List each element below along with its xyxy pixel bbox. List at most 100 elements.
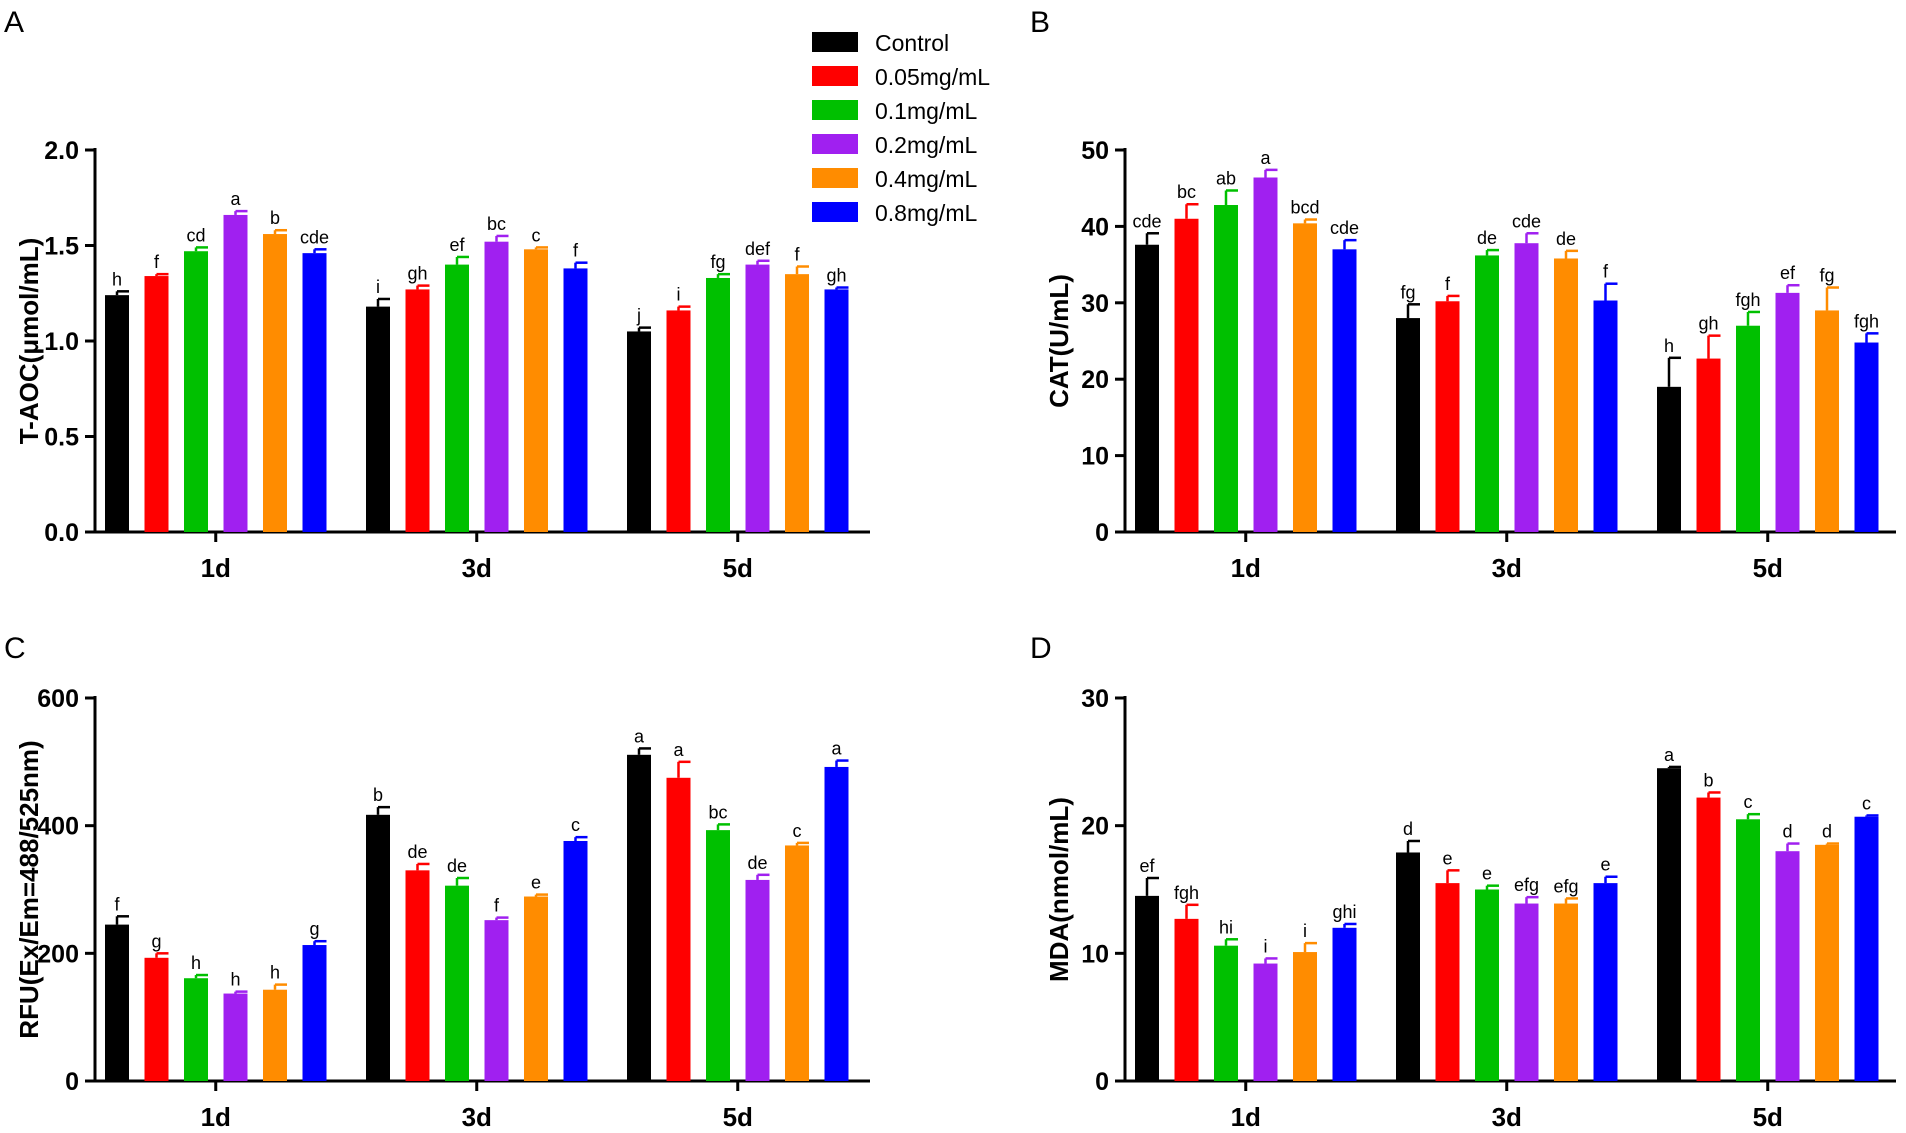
y-tick-label: 10 [1081, 443, 1109, 471]
significance-letter: a [831, 739, 842, 759]
bar-3d-0-8mg-ml [1593, 300, 1618, 532]
bar-5d-0-1mg-ml [1736, 325, 1760, 532]
bar-3d-0-05mg-ml [405, 289, 430, 532]
significance-letter: i [376, 277, 380, 297]
significance-letter: ef [449, 235, 465, 255]
bar-5d-0-1mg-ml [706, 277, 730, 532]
x-tick-label-5d: 5d [723, 1102, 753, 1132]
significance-letter: h [191, 953, 201, 973]
significance-letter: de [747, 853, 767, 873]
bar-1d-0-1mg-ml [1214, 945, 1238, 1081]
bar-5d-0-05mg-ml [1696, 797, 1721, 1081]
x-tick-label-3d: 3d [1492, 553, 1522, 583]
significance-letter: i [1264, 936, 1268, 956]
significance-letter: i [677, 285, 681, 305]
bar-5d-control [627, 754, 651, 1081]
y-tick-label: 0.5 [44, 424, 79, 452]
bar-3d-0-4mg-ml [524, 896, 548, 1081]
significance-letter: efg [1514, 875, 1539, 895]
significance-letter: cd [186, 225, 205, 245]
bar-1d-0-1mg-ml [1214, 205, 1238, 532]
bar-5d-0-2mg-ml [745, 879, 770, 1081]
bar-1d-0-8mg-ml [1332, 927, 1357, 1081]
significance-letter: d [1782, 822, 1792, 842]
significance-letter: c [1744, 792, 1753, 812]
significance-letter: efg [1553, 876, 1578, 896]
significance-letter: ef [1780, 263, 1796, 283]
bar-3d-0-4mg-ml [1554, 903, 1578, 1081]
x-tick-label-5d: 5d [1753, 553, 1783, 583]
y-tick-label: 40 [1081, 213, 1109, 241]
legend-label-0-05: 0.05mg/mL [875, 64, 990, 90]
bar-1d-control [1135, 244, 1159, 532]
y-axis-title: MDA(nmol/mL) [1044, 797, 1074, 982]
bar-5d-0-1mg-ml [1736, 819, 1760, 1081]
bar-3d-0-05mg-ml [1435, 301, 1460, 532]
bar-3d-0-4mg-ml [1554, 258, 1578, 532]
bar-5d-0-2mg-ml [1775, 851, 1800, 1081]
significance-letter: h [1664, 336, 1674, 356]
significance-letter: bc [1177, 182, 1196, 202]
bar-5d-control [1657, 386, 1681, 532]
chart-panel-c-rfu: 0 200 400 600 RFU(Ex/Em=488/525nm) f g h h h g 1d b d… [14, 685, 870, 1132]
y-tick-label: 0 [1095, 519, 1109, 547]
x-tick-label-1d: 1d [201, 553, 231, 583]
significance-letter: def [745, 239, 771, 259]
bar-3d-0-8mg-ml [563, 840, 588, 1081]
x-tick-label-1d: 1d [1231, 553, 1261, 583]
significance-letter: de [1477, 228, 1497, 248]
bar-5d-control [627, 331, 651, 532]
significance-letter: f [1445, 274, 1451, 294]
significance-letter: gh [407, 264, 427, 284]
bar-5d-0-8mg-ml [1854, 816, 1879, 1081]
bar-1d-0-8mg-ml [302, 945, 327, 1081]
legend-swatch-0-2 [812, 134, 858, 154]
bar-1d-0-05mg-ml [144, 276, 169, 532]
bar-1d-0-4mg-ml [263, 234, 287, 533]
significance-letter: fg [1400, 282, 1415, 302]
bar-3d-0-1mg-ml [445, 885, 469, 1081]
bar-3d-0-8mg-ml [563, 268, 588, 532]
significance-letter: c [793, 821, 802, 841]
bar-3d-0-2mg-ml [484, 241, 509, 532]
significance-letter: ef [1139, 856, 1155, 876]
y-tick-label: 0.0 [44, 519, 79, 547]
legend-label-0-2: 0.2mg/mL [875, 132, 977, 158]
significance-letter: h [112, 269, 122, 289]
x-tick-label-1d: 1d [201, 1102, 231, 1132]
significance-letter: j [636, 306, 641, 326]
y-tick-label: 30 [1081, 290, 1109, 318]
y-tick-label: 20 [1081, 813, 1109, 841]
significance-letter: bcd [1290, 198, 1319, 218]
y-axis-title: CAT(U/mL) [1044, 274, 1074, 408]
y-tick-label: 0 [65, 1068, 79, 1096]
bar-1d-0-05mg-ml [1174, 218, 1199, 532]
significance-letter: cde [300, 227, 329, 247]
y-tick-label: 30 [1081, 685, 1109, 713]
bar-3d-0-1mg-ml [1475, 255, 1499, 532]
bar-3d-0-4mg-ml [524, 249, 548, 532]
y-tick-label: 20 [1081, 366, 1109, 394]
significance-letter: d [1403, 819, 1413, 839]
significance-letter: b [270, 208, 280, 228]
significance-letter: g [151, 931, 161, 951]
significance-letter: de [447, 856, 467, 876]
significance-letter: gh [826, 266, 846, 286]
bar-1d-0-4mg-ml [1293, 952, 1317, 1081]
bar-1d-0-8mg-ml [302, 253, 327, 532]
bar-5d-0-4mg-ml [1815, 844, 1839, 1081]
bar-3d-0-8mg-ml [1593, 883, 1618, 1081]
y-tick-label: 0 [1095, 1068, 1109, 1096]
bar-3d-0-1mg-ml [445, 264, 469, 532]
significance-letter: gh [1698, 314, 1718, 334]
legend-swatch-0-1 [812, 100, 858, 120]
significance-letter: a [634, 726, 645, 746]
bar-3d-0-2mg-ml [484, 920, 509, 1081]
bar-1d-0-2mg-ml [1253, 963, 1278, 1081]
bar-1d-0-8mg-ml [1332, 249, 1357, 532]
bar-3d-control [366, 306, 390, 532]
significance-letter: fg [1819, 266, 1834, 286]
bar-1d-0-2mg-ml [223, 993, 248, 1081]
y-axis-title: T-AOC(μmol/mL) [14, 238, 44, 445]
